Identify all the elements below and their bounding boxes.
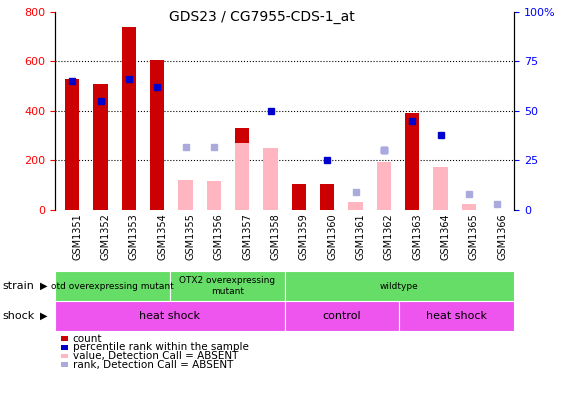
Text: GSM1355: GSM1355 [185, 213, 196, 260]
Text: ▶: ▶ [40, 311, 47, 321]
Text: rank, Detection Call = ABSENT: rank, Detection Call = ABSENT [73, 360, 233, 370]
Text: GSM1364: GSM1364 [440, 213, 450, 259]
Bar [462, 204, 476, 210]
Text: GSM1358: GSM1358 [271, 213, 281, 260]
Bar [235, 128, 249, 210]
Bar [285, 271, 514, 301]
Bar [170, 271, 285, 301]
Bar [433, 168, 447, 210]
Text: GSM1363: GSM1363 [412, 213, 422, 259]
Text: shock: shock [3, 311, 35, 321]
Bar [150, 60, 164, 210]
Text: count: count [73, 333, 102, 344]
Text: GSM1354: GSM1354 [157, 213, 167, 260]
Bar [349, 202, 363, 210]
Bar [433, 167, 447, 210]
Text: percentile rank within the sample: percentile rank within the sample [73, 342, 249, 352]
Bar [178, 180, 193, 210]
Text: heat shock: heat shock [139, 311, 200, 321]
Text: GSM1365: GSM1365 [469, 213, 479, 260]
Text: value, Detection Call = ABSENT: value, Detection Call = ABSENT [73, 351, 238, 361]
Bar [263, 148, 278, 210]
Bar [320, 184, 334, 210]
Text: strain: strain [3, 281, 35, 291]
Text: OTX2 overexpressing
mutant: OTX2 overexpressing mutant [180, 276, 275, 296]
Bar [376, 162, 391, 210]
Text: otd overexpressing mutant: otd overexpressing mutant [51, 282, 174, 291]
Text: control: control [323, 311, 361, 321]
Text: ▶: ▶ [40, 281, 47, 291]
Text: GSM1357: GSM1357 [242, 213, 252, 260]
Text: GSM1353: GSM1353 [129, 213, 139, 260]
Text: GSM1352: GSM1352 [101, 213, 110, 260]
Bar [405, 113, 419, 210]
Bar [122, 27, 136, 210]
Bar [94, 84, 107, 210]
Bar [349, 204, 363, 210]
Bar [285, 301, 400, 331]
Bar [55, 271, 170, 301]
Text: GSM1361: GSM1361 [356, 213, 365, 259]
Text: GSM1360: GSM1360 [327, 213, 337, 259]
Bar [292, 184, 306, 210]
Text: GSM1366: GSM1366 [497, 213, 507, 259]
Text: GSM1362: GSM1362 [384, 213, 394, 260]
Bar [65, 79, 79, 210]
Text: GDS23 / CG7955-CDS-1_at: GDS23 / CG7955-CDS-1_at [168, 10, 354, 24]
Text: GSM1356: GSM1356 [214, 213, 224, 260]
Text: GSM1359: GSM1359 [299, 213, 309, 260]
Text: GSM1351: GSM1351 [72, 213, 82, 260]
Bar [400, 301, 514, 331]
Text: wildtype: wildtype [380, 282, 419, 291]
Bar [235, 143, 249, 210]
Text: heat shock: heat shock [426, 311, 487, 321]
Bar [207, 181, 221, 210]
Bar [55, 301, 285, 331]
